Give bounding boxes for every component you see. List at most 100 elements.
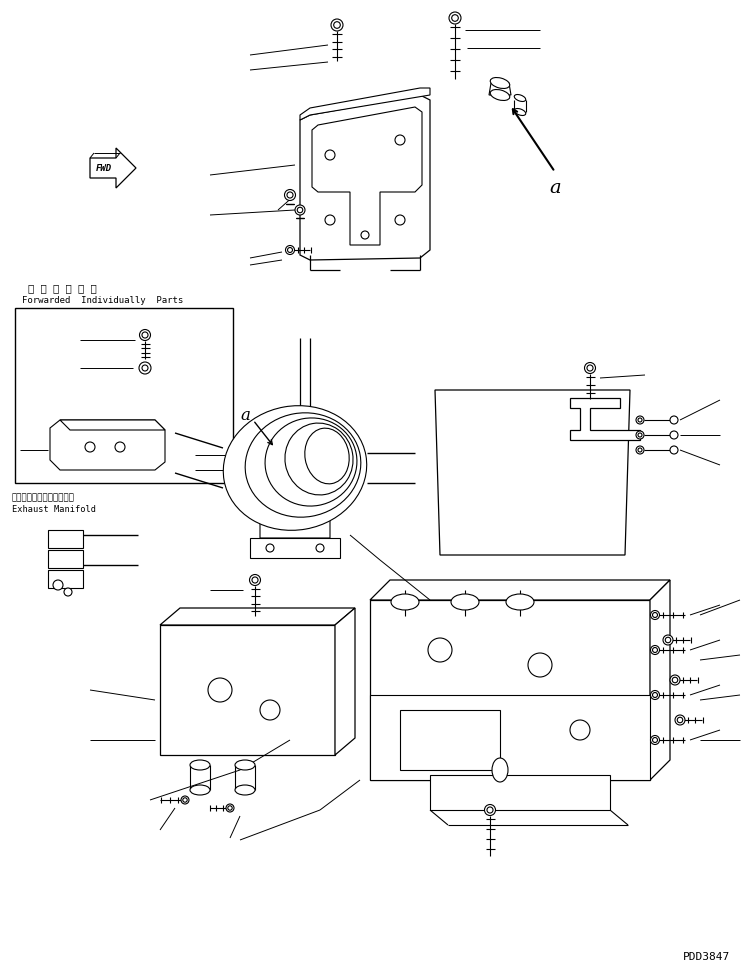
Circle shape bbox=[266, 544, 274, 552]
Circle shape bbox=[653, 648, 657, 653]
Ellipse shape bbox=[190, 785, 210, 795]
Circle shape bbox=[487, 807, 493, 813]
Circle shape bbox=[651, 611, 659, 619]
Ellipse shape bbox=[190, 760, 210, 770]
Text: FWD: FWD bbox=[96, 164, 112, 172]
Polygon shape bbox=[489, 83, 511, 95]
Circle shape bbox=[636, 431, 644, 439]
Circle shape bbox=[653, 693, 657, 698]
Bar bbox=[48, 530, 83, 548]
Circle shape bbox=[670, 446, 678, 454]
Circle shape bbox=[252, 577, 258, 583]
Circle shape bbox=[53, 580, 63, 590]
Circle shape bbox=[286, 246, 295, 255]
Bar bbox=[370, 695, 650, 780]
Circle shape bbox=[528, 653, 552, 677]
Bar bbox=[48, 550, 83, 568]
Bar bbox=[48, 570, 83, 588]
Circle shape bbox=[325, 215, 335, 225]
Circle shape bbox=[325, 150, 335, 160]
Ellipse shape bbox=[245, 413, 361, 517]
Polygon shape bbox=[260, 508, 330, 538]
Ellipse shape bbox=[235, 785, 255, 795]
Circle shape bbox=[570, 720, 590, 740]
Circle shape bbox=[670, 431, 678, 439]
Circle shape bbox=[287, 248, 292, 253]
Circle shape bbox=[663, 635, 673, 645]
Circle shape bbox=[260, 700, 280, 720]
Circle shape bbox=[139, 362, 151, 374]
Ellipse shape bbox=[391, 594, 419, 610]
Text: a: a bbox=[240, 407, 250, 423]
Circle shape bbox=[115, 442, 125, 452]
Polygon shape bbox=[312, 107, 422, 245]
Circle shape bbox=[331, 19, 343, 31]
Bar bbox=[15, 308, 233, 483]
Circle shape bbox=[653, 612, 657, 617]
Circle shape bbox=[295, 205, 305, 215]
Circle shape bbox=[651, 691, 659, 700]
Circle shape bbox=[395, 215, 405, 225]
Circle shape bbox=[287, 192, 293, 198]
Ellipse shape bbox=[514, 94, 526, 102]
Polygon shape bbox=[160, 625, 335, 755]
Bar bbox=[250, 538, 340, 558]
Circle shape bbox=[677, 717, 683, 723]
Polygon shape bbox=[335, 608, 355, 755]
Ellipse shape bbox=[451, 594, 479, 610]
Circle shape bbox=[226, 804, 234, 812]
Text: 単 品 発 送 部 品: 単 品 発 送 部 品 bbox=[28, 283, 97, 293]
Circle shape bbox=[449, 12, 461, 24]
Circle shape bbox=[208, 678, 232, 702]
Circle shape bbox=[181, 796, 189, 804]
Polygon shape bbox=[90, 148, 136, 188]
Text: Exhaust Manifold: Exhaust Manifold bbox=[12, 505, 96, 514]
Circle shape bbox=[183, 798, 187, 803]
Circle shape bbox=[361, 231, 369, 239]
Circle shape bbox=[638, 448, 642, 452]
Circle shape bbox=[85, 442, 95, 452]
Ellipse shape bbox=[223, 406, 367, 530]
Bar bbox=[400, 710, 500, 770]
Circle shape bbox=[651, 646, 659, 655]
Circle shape bbox=[636, 446, 644, 454]
Polygon shape bbox=[50, 420, 165, 470]
Text: PDD3847: PDD3847 bbox=[683, 952, 730, 962]
Ellipse shape bbox=[285, 423, 353, 495]
Circle shape bbox=[653, 738, 657, 743]
Circle shape bbox=[316, 544, 324, 552]
Text: エキゾーストマニホールド: エキゾーストマニホールド bbox=[12, 493, 75, 502]
Circle shape bbox=[142, 332, 148, 338]
Polygon shape bbox=[60, 420, 165, 430]
Circle shape bbox=[638, 418, 642, 422]
Ellipse shape bbox=[490, 77, 510, 88]
Circle shape bbox=[587, 365, 593, 371]
Circle shape bbox=[228, 806, 232, 810]
Polygon shape bbox=[160, 608, 355, 625]
Circle shape bbox=[395, 135, 405, 145]
Circle shape bbox=[333, 22, 340, 28]
Polygon shape bbox=[370, 580, 670, 600]
Circle shape bbox=[670, 675, 680, 685]
Polygon shape bbox=[300, 88, 430, 120]
Circle shape bbox=[249, 574, 260, 585]
Polygon shape bbox=[370, 600, 650, 780]
Bar bbox=[430, 775, 610, 810]
Polygon shape bbox=[570, 398, 640, 440]
Ellipse shape bbox=[506, 594, 534, 610]
Circle shape bbox=[672, 677, 678, 683]
Circle shape bbox=[451, 15, 458, 22]
Text: Forwarded  Individually  Parts: Forwarded Individually Parts bbox=[22, 296, 184, 305]
Text: a: a bbox=[549, 179, 561, 197]
Polygon shape bbox=[650, 580, 670, 780]
Circle shape bbox=[636, 416, 644, 424]
Ellipse shape bbox=[490, 89, 510, 101]
Ellipse shape bbox=[305, 428, 349, 484]
Circle shape bbox=[585, 363, 595, 373]
Circle shape bbox=[142, 365, 148, 371]
Polygon shape bbox=[300, 95, 430, 260]
Circle shape bbox=[64, 588, 72, 596]
Circle shape bbox=[284, 189, 295, 201]
Circle shape bbox=[297, 207, 303, 213]
Circle shape bbox=[651, 736, 659, 745]
